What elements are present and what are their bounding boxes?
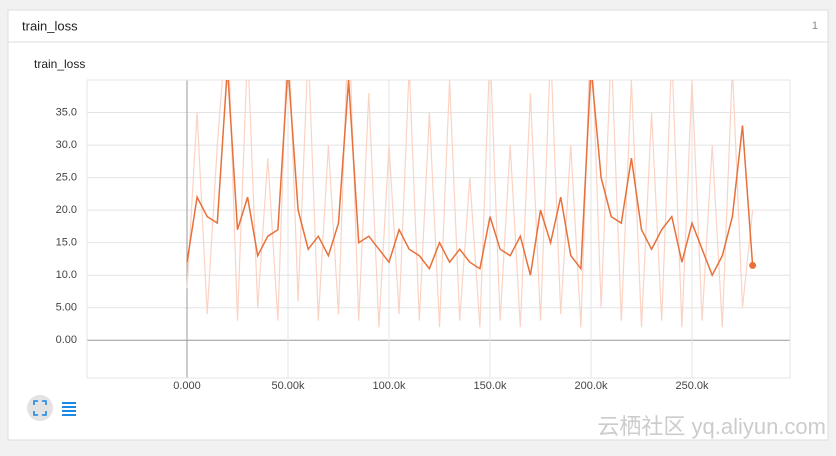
watermark: 云栖社区 yq.aliyun.com	[597, 414, 826, 439]
line	[186, 80, 754, 328]
card	[7, 9, 829, 441]
panel-title[interactable]: train_loss	[22, 18, 78, 33]
x-tick-label: 100.0k	[372, 380, 406, 392]
y-tick-label: 15.0	[56, 237, 77, 249]
x-tick-label: 150.0k	[473, 380, 507, 392]
y-tick-label: 20.0	[56, 204, 77, 216]
plot: 0.00 5.00 10.0 15.0 20.0 25.0 30.0 35.0 0.000 50.…	[56, 79, 791, 392]
y-tick-label: 35.0	[56, 106, 77, 118]
plot-frame	[86, 79, 791, 379]
y-tick-label: 10.0	[56, 269, 77, 281]
data-toggle-button[interactable]	[62, 402, 76, 416]
y-tick-label: 30.0	[56, 139, 77, 151]
x-tick-label: 250.0k	[676, 380, 710, 392]
y-tick-label: 0.00	[56, 334, 77, 346]
series-group	[186, 80, 754, 328]
line	[186, 80, 754, 278]
y-tick-label: 5.00	[56, 302, 77, 314]
chart-title: train_loss	[34, 57, 85, 71]
x-tick-label: 50.00k	[271, 380, 305, 392]
y-tick-label: 25.0	[56, 172, 77, 184]
fullscreen-button[interactable]	[27, 395, 53, 421]
panel-count: 1	[812, 20, 818, 32]
x-tick-label: 0.000	[173, 380, 201, 392]
last-point	[749, 261, 757, 269]
x-tick-label: 200.0k	[575, 380, 609, 392]
